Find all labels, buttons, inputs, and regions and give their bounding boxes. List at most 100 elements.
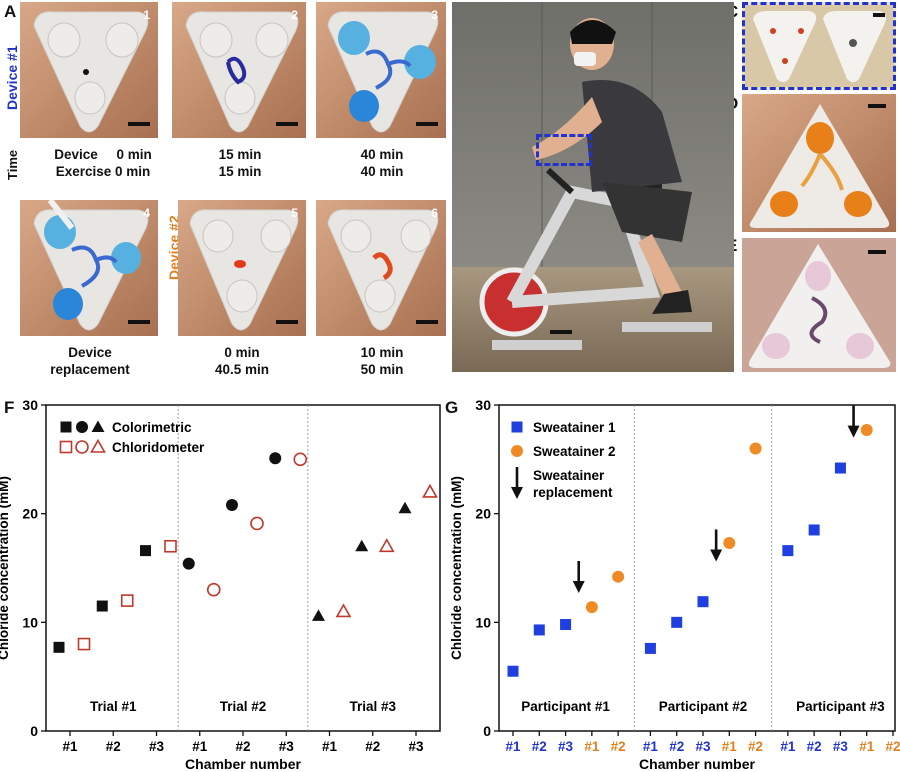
y-tick-label: 20: [22, 506, 38, 522]
group-label: Trial #1: [90, 699, 137, 714]
x-tick-label: #2: [532, 739, 547, 754]
device-image: [20, 2, 158, 138]
x-tick-label: #2: [235, 739, 250, 754]
participant-photo: [452, 2, 734, 372]
photo-frame-5: 5: [178, 200, 306, 336]
x-tick-label: #1: [505, 739, 521, 754]
legend-label: Sweatainer: [533, 468, 605, 483]
legend-marker: [76, 421, 88, 433]
scale-bar: [416, 122, 438, 126]
panel-label-a: A: [4, 2, 17, 21]
chloridometer-point: [250, 516, 264, 531]
legend-marker: [60, 421, 72, 433]
y-axis-label: Chloride concentration (mM): [0, 476, 11, 660]
panel-label-g: G: [445, 398, 459, 417]
device-image: [316, 200, 446, 336]
sweatainer-1-point: [560, 619, 572, 631]
device-image: [316, 2, 446, 138]
chloridometer-point: [293, 452, 308, 467]
device-orange-photo: [742, 94, 896, 232]
y-tick-label: 10: [22, 614, 38, 630]
device-location-box: [536, 134, 592, 166]
x-tick-label: #3: [408, 739, 424, 754]
chloridometer-point: [422, 483, 438, 498]
device-orange-image: [742, 94, 896, 232]
frame-number: 3: [431, 8, 438, 22]
x-axis-label: Chamber number: [185, 756, 301, 772]
sweatainer-1-point: [533, 624, 545, 636]
scale-bar: [276, 320, 298, 324]
scale-bar: [276, 122, 298, 126]
sweatainer-2-point: [749, 442, 762, 455]
x-tick-label: #2: [611, 739, 626, 754]
device1-label: Device #1: [4, 45, 20, 110]
sweatainer-2-point: [860, 423, 873, 436]
x-tick-label: #2: [106, 739, 121, 754]
x-tick-label: #2: [748, 739, 763, 754]
device-image: [20, 200, 158, 336]
sweatainer-2-point: [723, 537, 736, 550]
legend-label: replacement: [533, 485, 613, 500]
device-purple-image: [742, 238, 896, 372]
legend-marker: [91, 420, 105, 432]
legend-marker: [59, 440, 73, 454]
x-tick-label: #1: [780, 739, 796, 754]
group-label: Participant #2: [659, 699, 748, 714]
frame-number: 5: [291, 206, 298, 220]
group-label: Trial #3: [349, 699, 396, 714]
x-tick-label: #3: [558, 739, 574, 754]
frame-3-caption: 40 min 40 min: [360, 147, 404, 179]
y-axis-label: Chloride concentration (mM): [449, 476, 464, 660]
photo-frame-4: 4: [20, 200, 158, 336]
sweatainer-1-point: [782, 545, 794, 557]
y-tick-label: 0: [30, 723, 38, 739]
x-tick-label: #1: [584, 739, 600, 754]
plot-frame: [45, 404, 441, 732]
x-tick-label: #3: [833, 739, 849, 754]
x-tick-label: #1: [722, 739, 738, 754]
scale-bar: [873, 13, 885, 17]
y-tick-label: 30: [475, 397, 491, 413]
group-label: Trial #2: [220, 699, 267, 714]
sweatainer-1-point: [697, 596, 709, 608]
colorimetric-point: [355, 539, 369, 552]
legend-label: Sweatainer 2: [533, 444, 616, 459]
legend-marker: [511, 445, 523, 457]
x-tick-label: #1: [192, 739, 208, 754]
chloridometer-point: [335, 603, 352, 618]
group-label: Participant #1: [521, 699, 610, 714]
sweatainer-1-point: [507, 665, 519, 677]
frame-1-caption: Device 0 min Exercise 0 min: [54, 147, 152, 179]
chloridometer-point: [77, 637, 91, 651]
colorimetric-point: [312, 609, 325, 621]
x-tick-label: #2: [807, 739, 822, 754]
x-tick-label: #2: [885, 739, 900, 754]
replacement-arrow-head: [847, 425, 860, 438]
y-tick-label: 0: [483, 723, 491, 739]
y-tick-label: 30: [22, 397, 38, 413]
scale-bar: [416, 320, 438, 324]
frame-2-caption: 15 min 15 min: [218, 147, 262, 179]
legend-label: Colorimetric: [112, 420, 192, 435]
group-label: Participant #3: [796, 699, 885, 714]
device-pair-photo: [742, 2, 896, 90]
x-tick-label: #1: [859, 739, 875, 754]
sweatainer-2-point: [585, 601, 598, 614]
replacement-arrow-head: [710, 549, 723, 562]
frame-5-caption: 0 min 40.5 min: [214, 345, 270, 377]
photo-frame-6: 6: [316, 200, 446, 336]
sweatainer-1-point: [671, 616, 683, 628]
x-tick-label: #3: [279, 739, 295, 754]
x-tick-label: #1: [322, 739, 338, 754]
panel-label-f: F: [4, 398, 15, 417]
colorimetric-point: [53, 641, 65, 653]
x-tick-label: #3: [149, 739, 165, 754]
legend-arrow-head: [511, 487, 523, 499]
chloridometer-point: [120, 594, 134, 607]
y-tick-label: 20: [475, 506, 491, 522]
chart-f: 0 10 20 30 Chloride concentration (mM) Chambe…: [0, 397, 441, 772]
legend-label: Sweatainer 1: [533, 420, 616, 435]
sweatainer-2-point: [612, 570, 625, 583]
scale-bar: [868, 104, 886, 108]
replacement-arrow-head: [572, 580, 585, 593]
